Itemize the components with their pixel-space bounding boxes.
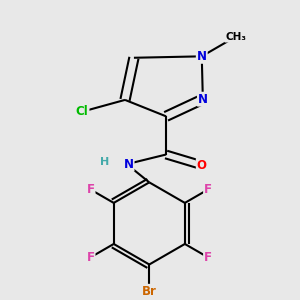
Text: F: F — [86, 183, 94, 196]
Text: N: N — [198, 93, 208, 106]
Text: CH₃: CH₃ — [225, 32, 246, 42]
Text: Cl: Cl — [76, 105, 88, 118]
Text: Br: Br — [142, 285, 157, 298]
Text: N: N — [124, 158, 134, 171]
Text: F: F — [204, 183, 212, 196]
Text: F: F — [86, 251, 94, 264]
Text: F: F — [204, 251, 212, 264]
Text: N: N — [197, 50, 207, 63]
Text: O: O — [197, 159, 207, 172]
Text: H: H — [100, 158, 109, 167]
